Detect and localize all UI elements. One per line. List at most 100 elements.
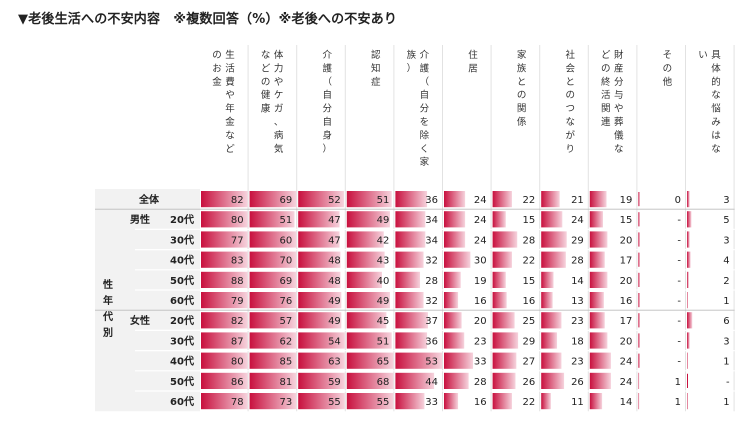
value-label: 49 [328, 316, 341, 327]
value-label: 16 [474, 397, 487, 408]
value-label: 23 [571, 357, 584, 368]
value-bar [492, 231, 518, 248]
value-label: 15 [522, 276, 535, 287]
value-bar [298, 271, 341, 288]
value-bar [395, 251, 424, 268]
value-bar [346, 271, 382, 288]
value-label: 23 [474, 336, 487, 347]
value-label: 0 [675, 195, 681, 206]
value-bar [249, 271, 297, 288]
column-header-char: つ [565, 104, 575, 115]
value-label: - [677, 276, 681, 287]
group-label-char: 年 [103, 294, 113, 307]
value-bar [541, 191, 560, 208]
value-bar [687, 231, 690, 248]
column-header-char: 連 [601, 116, 611, 128]
value-label: 20 [474, 316, 487, 327]
column-header-char: ） [322, 143, 332, 155]
value-label: 42 [377, 235, 390, 246]
column-header-char: 、 [274, 117, 284, 128]
column-header-char: 体 [274, 49, 284, 61]
column-header-char: 活 [601, 89, 611, 101]
value-label: 22 [522, 256, 535, 267]
value-label: 17 [620, 256, 633, 267]
row-gender-label: 男性 [130, 213, 150, 226]
value-bar [687, 251, 691, 268]
value-label: 33 [425, 397, 438, 408]
value-label: 80 [231, 215, 244, 226]
value-label: 22 [522, 397, 535, 408]
value-bar [346, 211, 390, 228]
value-bar [492, 251, 512, 268]
value-bar [201, 332, 248, 349]
column-header-char: ケ [274, 90, 284, 101]
value-bar [298, 292, 342, 309]
value-label: 43 [377, 256, 390, 267]
column-header-char: み [711, 117, 721, 128]
value-label: 22 [522, 195, 535, 206]
value-bar [346, 191, 392, 208]
value-bar [298, 372, 345, 389]
value-label: 60 [279, 235, 292, 246]
value-label: 54 [328, 336, 341, 347]
value-bar [687, 352, 688, 369]
column-header-char: 金 [212, 76, 222, 88]
value-label: 40 [377, 276, 390, 287]
column-header-char: 会 [565, 62, 575, 74]
value-bar [444, 231, 466, 248]
column-header-char: 体 [711, 62, 721, 74]
value-bar [638, 372, 640, 389]
value-bar [249, 372, 297, 389]
column-header-char: 族 [517, 62, 527, 74]
value-bar [249, 211, 295, 228]
value-bar [201, 251, 248, 268]
value-label: 85 [279, 357, 292, 368]
value-bar [444, 211, 466, 228]
value-bar [589, 191, 607, 208]
value-label: 28 [474, 377, 487, 388]
column-header-char: の [663, 63, 673, 74]
row-age-label: 全体 [138, 193, 160, 206]
value-label: 82 [231, 195, 244, 206]
value-label: 51 [377, 336, 390, 347]
value-label: 57 [279, 316, 292, 327]
column-header-char: 生 [225, 49, 235, 61]
column-header-char: の [565, 90, 575, 101]
value-bar [395, 312, 428, 329]
column-header-char: 関 [601, 104, 611, 115]
column-header-char: や [614, 104, 624, 115]
value-bar [201, 393, 248, 410]
value-bar [395, 352, 442, 369]
value-label: - [677, 256, 681, 267]
column-header-char: 認 [371, 49, 381, 61]
row-age-label: 50代 [170, 274, 194, 287]
value-label: 48 [328, 256, 341, 267]
value-label: 25 [522, 316, 535, 327]
value-bar [492, 292, 507, 309]
column-header-char: 他 [663, 76, 673, 88]
value-label: 83 [231, 256, 244, 267]
row-age-label: 60代 [170, 395, 194, 408]
column-header-char: 知 [371, 62, 381, 74]
value-label: 37 [425, 316, 438, 327]
value-bar [201, 352, 248, 369]
value-bar [492, 393, 512, 410]
value-label: 3 [723, 336, 729, 347]
row-age-label: 50代 [170, 375, 194, 388]
value-label: 77 [231, 235, 244, 246]
column-header-char: 具 [711, 50, 721, 61]
value-bar [444, 393, 459, 410]
value-bar [541, 292, 553, 309]
value-bar [492, 211, 506, 228]
value-label: 32 [425, 256, 438, 267]
row-age-label: 20代 [170, 314, 194, 327]
value-label: 24 [474, 235, 487, 246]
column-header-char: ど [225, 144, 235, 155]
value-bar [541, 251, 566, 268]
value-label: 11 [571, 397, 584, 408]
value-label: - [677, 215, 681, 226]
value-label: 30 [474, 256, 487, 267]
value-bar [444, 191, 466, 208]
value-label: 63 [328, 357, 341, 368]
